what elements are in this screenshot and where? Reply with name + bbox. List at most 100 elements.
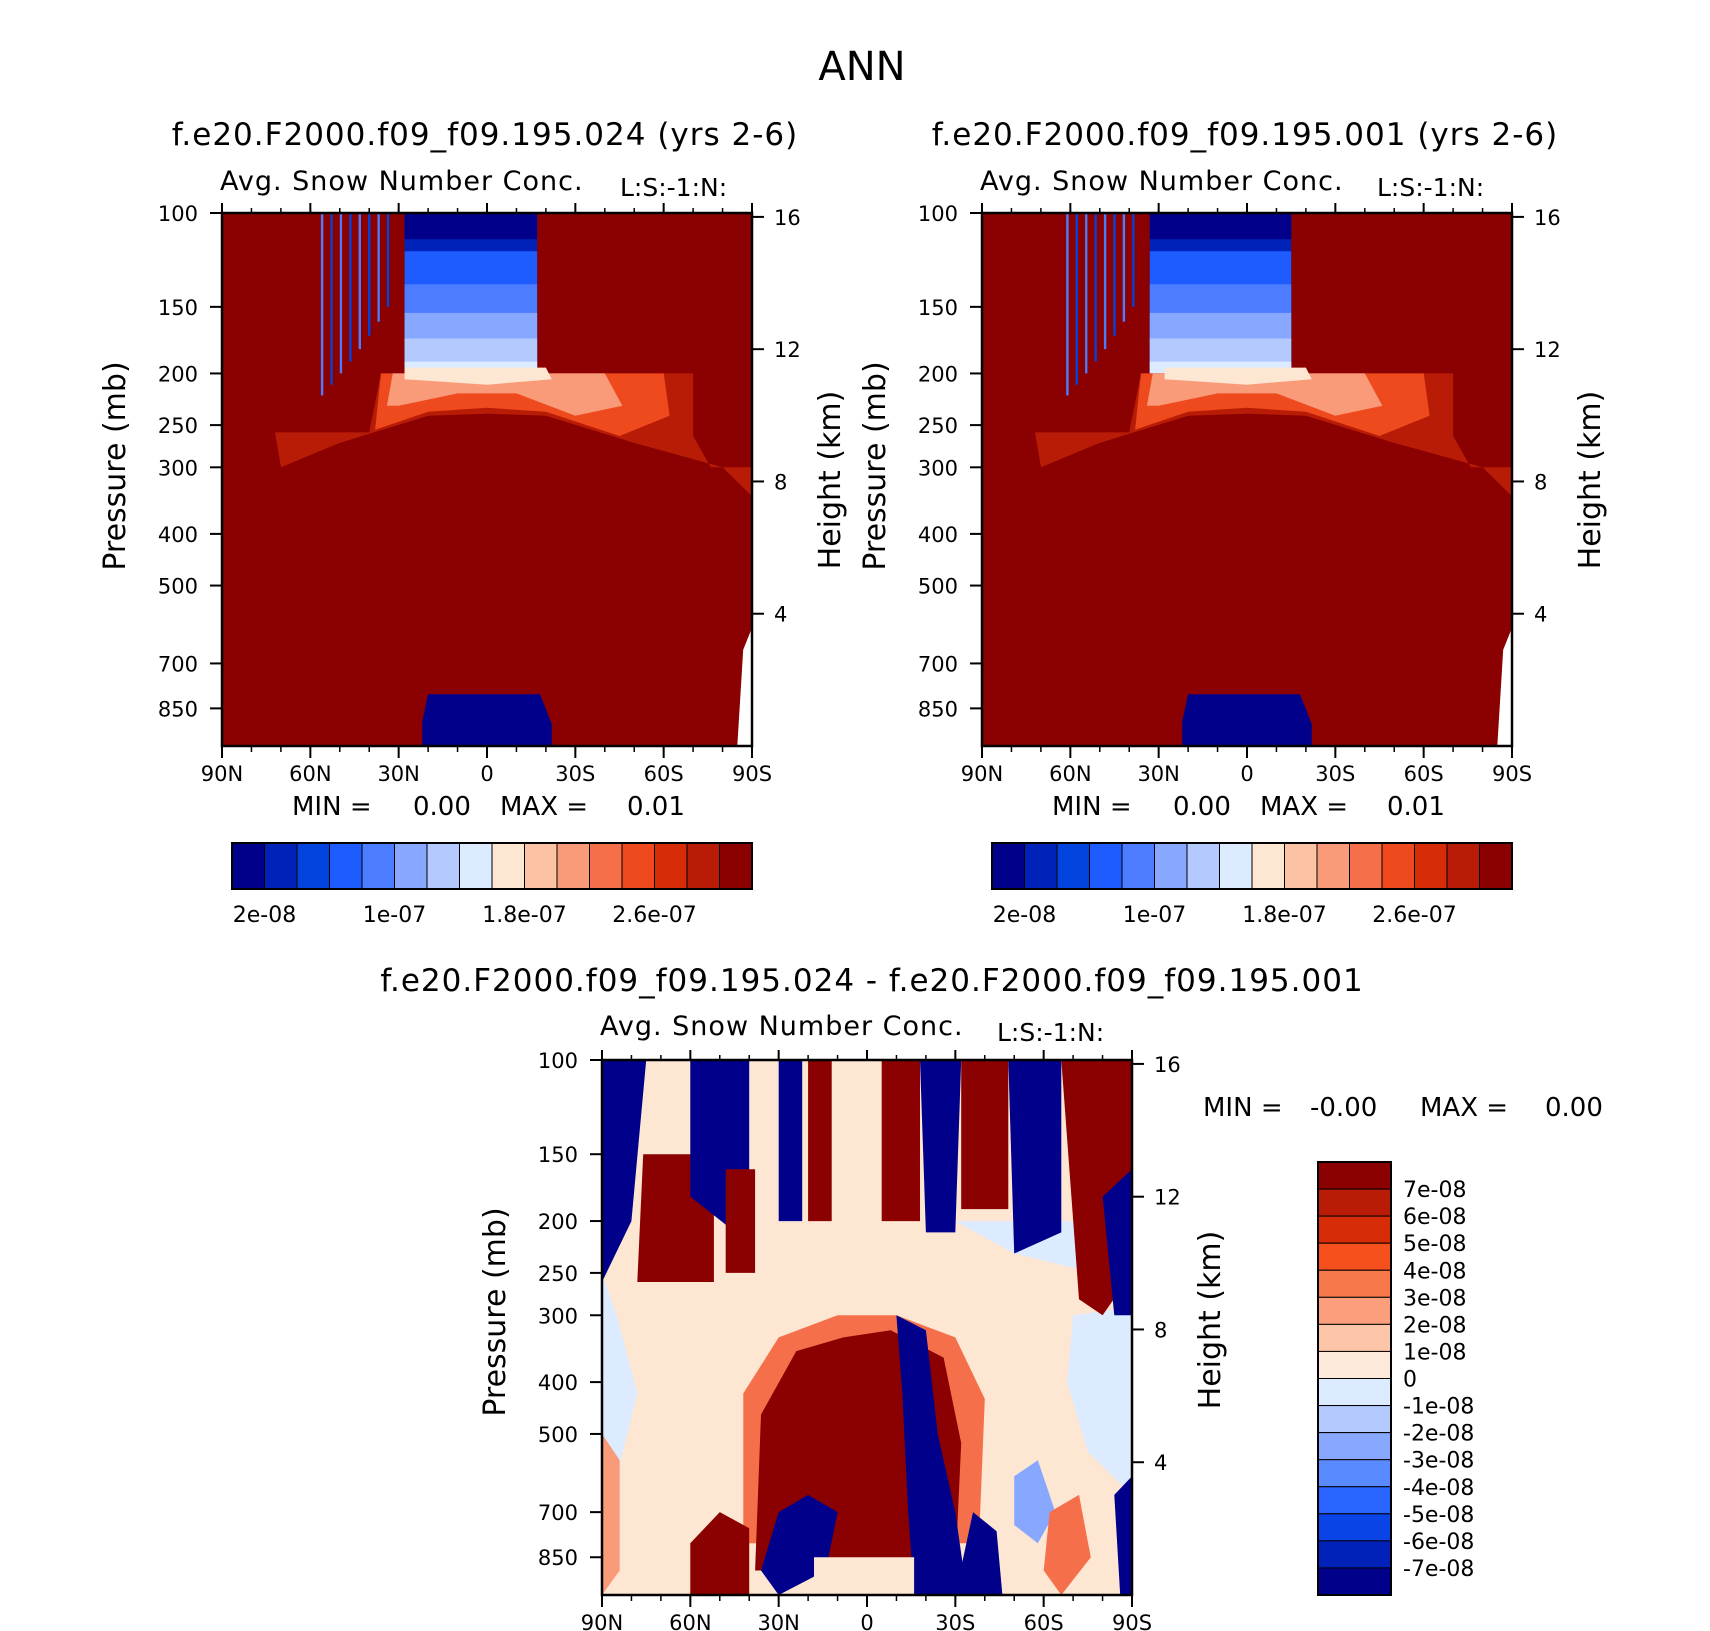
contour-region [602, 1060, 647, 1282]
contour-region [422, 694, 552, 746]
colorbar-label: 2e-08 [233, 903, 296, 928]
colorbar-swatch [1446, 842, 1480, 890]
contour-region [725, 1169, 756, 1273]
contour-region [896, 1315, 968, 1595]
panel-code: L:S:-1:N: [997, 1018, 1104, 1047]
colorbar-swatch [1024, 842, 1058, 890]
contour-region [955, 1512, 1003, 1595]
colorbar-label: 1e-07 [363, 903, 426, 928]
colorbar-swatch [589, 842, 623, 890]
y-tick-label: 250 [538, 1262, 578, 1286]
contour-region [1182, 694, 1312, 746]
colorbar-swatch [686, 842, 720, 890]
colorbar-swatch [1317, 1269, 1392, 1298]
colorbar-swatch [264, 842, 298, 890]
max-label: MAX = [500, 792, 588, 822]
panel-title: f.e20.F2000.f09_f09.195.001 (yrs 2-6) [932, 117, 1559, 153]
y2-tick-label: 4 [774, 603, 787, 627]
colorbar-label: -7e-08 [1403, 1557, 1474, 1582]
y2-axis-label: Height (km) [1573, 391, 1608, 570]
colorbar-swatch [1251, 842, 1285, 890]
contour-region [814, 1557, 915, 1595]
contour-region [404, 213, 538, 240]
y-tick-label: 100 [158, 202, 198, 226]
colorbar-label: 1e-08 [1403, 1340, 1466, 1365]
y-tick-label: 300 [538, 1304, 578, 1328]
y-axis-label: Pressure (mb) [858, 361, 893, 570]
contour-region [339, 213, 343, 374]
colorbar-swatch [1317, 1188, 1392, 1217]
colorbar-label: -3e-08 [1403, 1449, 1474, 1474]
contour-region [1497, 627, 1512, 746]
max-value: 0.01 [1387, 792, 1445, 822]
plot-area: 90N 60N 30N 0 30S 60S 90S 100 150 200 250 300 400 500… [538, 1049, 1181, 1631]
colorbar-label: 1e-07 [1123, 903, 1186, 928]
panel-title: f.e20.F2000.f09_f09.195.024 (yrs 2-6) [172, 117, 799, 153]
x-tick-label: 90S [732, 762, 772, 786]
colorbar-swatch [1317, 1350, 1392, 1379]
contour-region [349, 213, 352, 362]
contour-region [1122, 213, 1126, 322]
colorbar: 2e-08 1e-07 1.8e-07 2.6e-07 [991, 842, 1513, 928]
x-tick-label: 30S [555, 762, 595, 786]
colorbar-swatch [394, 842, 428, 890]
y-tick-label: 700 [158, 652, 198, 676]
colorbar-swatch [1317, 1215, 1392, 1244]
contour-region [368, 213, 371, 336]
y-axis-label: Pressure (mb) [98, 361, 133, 570]
colorbar-swatch [1317, 1486, 1392, 1515]
contour-region [1113, 213, 1116, 336]
x-tick-label: 60N [289, 762, 331, 786]
min-label: MIN = [1052, 792, 1132, 822]
y-tick-label: 300 [158, 456, 198, 480]
panel-difference: f.e20.F2000.f09_f09.195.024 - f.e20.F200… [380, 963, 1603, 1631]
y2-tick-label: 4 [1534, 603, 1547, 627]
y-tick-label: 500 [918, 575, 958, 599]
y2-axis-label: Height (km) [1193, 1231, 1228, 1410]
colorbar-swatch [1317, 1432, 1392, 1461]
contour-region [982, 213, 1512, 746]
colorbar-swatch [524, 842, 558, 890]
contour-region [961, 1060, 1009, 1210]
colorbar-swatch [426, 842, 460, 890]
colorbar-frame [1317, 1161, 1392, 1596]
colorbar-swatch [556, 842, 590, 890]
contour-region [1132, 213, 1135, 307]
x-tick-label: 30N [757, 1611, 799, 1631]
contour-region [1103, 213, 1107, 350]
y-tick-label: 200 [538, 1210, 578, 1234]
colorbar-frame [991, 842, 1513, 890]
max-value: 0.00 [1545, 1093, 1603, 1123]
colorbar-swatch [1317, 1242, 1392, 1271]
max-label: MAX = [1420, 1093, 1508, 1123]
y-tick-label: 250 [918, 414, 958, 438]
x-tick-label: 60N [669, 1611, 711, 1631]
colorbar-swatch [1317, 1459, 1392, 1488]
colorbar-label: 5e-08 [1403, 1232, 1466, 1257]
colorbar-swatch [1317, 1296, 1392, 1325]
x-tick-label: 60S [1404, 762, 1444, 786]
x-tick-label: 30S [935, 1611, 975, 1631]
y-tick-label: 250 [158, 414, 198, 438]
y-tick-label: 850 [918, 697, 958, 721]
colorbar-label: 3e-08 [1403, 1286, 1466, 1311]
x-tick-label: 90N [581, 1611, 623, 1631]
contour-region [808, 1060, 832, 1222]
colorbar-label: 2e-08 [1403, 1313, 1466, 1338]
y-tick-label: 150 [538, 1143, 578, 1167]
x-tick-label: 60S [644, 762, 684, 786]
colorbar-swatch [1317, 1405, 1392, 1434]
colorbar-swatch [1121, 842, 1155, 890]
colorbar-label: 2.6e-07 [1372, 903, 1456, 928]
y-axis-label: Pressure (mb) [478, 1207, 513, 1416]
contour-region [778, 1060, 803, 1222]
y-tick-label: 100 [918, 202, 958, 226]
colorbar-label: 1.8e-07 [1242, 903, 1326, 928]
x-tick-label: 90N [961, 762, 1003, 786]
contour-region [1014, 1460, 1056, 1544]
contour-region [386, 373, 623, 416]
colorbar-swatch [1317, 1378, 1392, 1407]
plot-area: 90N 60N 30N 0 30S 60S 90S 100 150 200 250 300 400 500… [918, 202, 1561, 786]
colorbar-label: 2.6e-07 [612, 903, 696, 928]
colorbar-swatch [719, 842, 753, 890]
